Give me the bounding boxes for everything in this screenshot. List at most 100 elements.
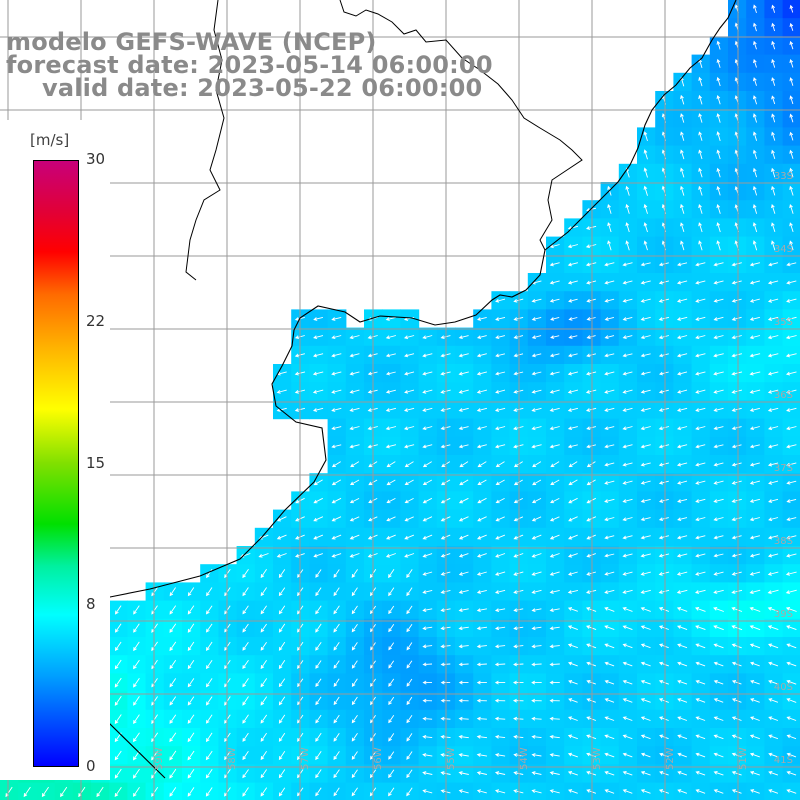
wind-arrow	[495, 497, 505, 504]
wind-arrow	[568, 335, 578, 339]
wind-arrow	[568, 534, 578, 540]
wind-arrow	[731, 426, 742, 431]
wind-arrow	[676, 280, 688, 285]
wind-arrow	[458, 662, 469, 667]
longitude-label: 54W	[519, 747, 530, 770]
wind-arrow	[713, 606, 724, 612]
wind-arrow	[458, 389, 469, 394]
wind-arrow	[731, 262, 742, 267]
wind-arrow	[315, 605, 322, 615]
wind-arrow	[677, 679, 688, 685]
wind-arrow	[640, 553, 651, 558]
wind-arrow	[422, 753, 433, 757]
wind-arrow	[494, 698, 506, 703]
wind-arrow	[169, 714, 177, 724]
wind-arrow	[622, 280, 633, 285]
wind-arrow	[495, 371, 506, 376]
wind-arrow	[351, 714, 358, 724]
wind-arrow	[622, 661, 633, 667]
wind-arrow	[531, 716, 542, 721]
wind-arrow	[549, 280, 560, 285]
wind-arrow	[749, 625, 761, 631]
wind-arrow	[315, 641, 322, 651]
wind-arrow	[494, 789, 506, 794]
wind-arrow	[731, 462, 742, 467]
wind-speed-cell	[782, 145, 800, 165]
wind-arrow	[752, 240, 758, 251]
wind-arrow	[731, 517, 742, 522]
wind-arrow	[713, 517, 724, 522]
wind-arrow	[385, 553, 396, 558]
wind-arrow	[331, 497, 342, 504]
wind-arrow	[531, 371, 542, 376]
wind-arrow	[549, 698, 560, 703]
wind-arrow	[242, 769, 249, 779]
wind-arrow	[349, 497, 360, 504]
wind-arrow	[278, 623, 286, 633]
wind-arrow	[677, 298, 688, 303]
wind-arrow	[771, 167, 776, 178]
wind-arrow	[260, 660, 267, 670]
wind-arrow	[752, 149, 758, 160]
wind-arrow	[622, 535, 633, 540]
wind-arrow	[753, 22, 757, 32]
wind-arrow	[404, 497, 414, 504]
wind-arrow	[643, 149, 648, 160]
wind-arrow	[422, 644, 433, 649]
wind-arrow	[549, 389, 560, 394]
wind-arrow	[549, 298, 560, 303]
wind-arrow	[187, 587, 195, 597]
wind-arrow	[494, 716, 506, 721]
wind-arrow	[568, 497, 578, 504]
wind-arrow	[388, 715, 395, 724]
wind-arrow	[458, 626, 469, 631]
wind-arrow	[786, 426, 797, 431]
wind-arrow	[695, 698, 706, 703]
wind-arrow	[713, 535, 724, 540]
wind-arrow	[349, 389, 360, 394]
wind-arrow	[331, 316, 342, 321]
wind-arrow	[640, 789, 651, 794]
wind-arrow	[549, 644, 560, 649]
wind-arrow	[789, 77, 794, 86]
wind-arrow	[640, 607, 651, 612]
wind-arrow	[331, 444, 342, 449]
wind-arrow	[604, 371, 615, 376]
wind-arrow	[567, 607, 578, 612]
wind-arrow	[786, 752, 797, 758]
wind-arrow	[604, 316, 615, 321]
wind-arrow	[640, 298, 651, 303]
wind-arrow	[698, 204, 703, 214]
wind-arrow	[604, 643, 615, 649]
wind-arrow	[604, 698, 615, 703]
wind-arrow	[640, 571, 651, 576]
wind-arrow	[604, 517, 615, 522]
wind-arrow	[771, 240, 776, 251]
wind-arrow	[458, 534, 469, 540]
wind-arrow	[133, 696, 140, 706]
wind-arrow	[768, 480, 779, 485]
wind-arrow	[458, 680, 469, 685]
wind-arrow	[531, 734, 542, 739]
wind-arrow	[713, 462, 724, 467]
wind-arrow	[495, 461, 505, 468]
wind-speed-cell	[546, 782, 565, 800]
latitude-label: 35S	[774, 317, 793, 328]
wind-arrow	[752, 77, 757, 86]
forecast-date: forecast date: 2023-05-14 06:00:00	[6, 51, 493, 79]
wind-arrow	[313, 534, 324, 540]
wind-arrow	[568, 789, 578, 794]
wind-arrow	[771, 113, 776, 123]
wind-speed-cell	[782, 72, 800, 92]
wind-arrow	[622, 679, 633, 685]
wind-arrow	[658, 407, 670, 412]
wind-arrow	[531, 516, 542, 522]
wind-arrow	[752, 131, 758, 141]
wind-arrow	[476, 608, 487, 613]
wind-speed-cell	[782, 18, 800, 37]
wind-arrow	[333, 587, 340, 597]
wind-arrow	[351, 696, 358, 706]
wind-arrow	[640, 535, 651, 540]
wind-arrow	[568, 353, 578, 358]
wind-arrow	[205, 623, 213, 633]
